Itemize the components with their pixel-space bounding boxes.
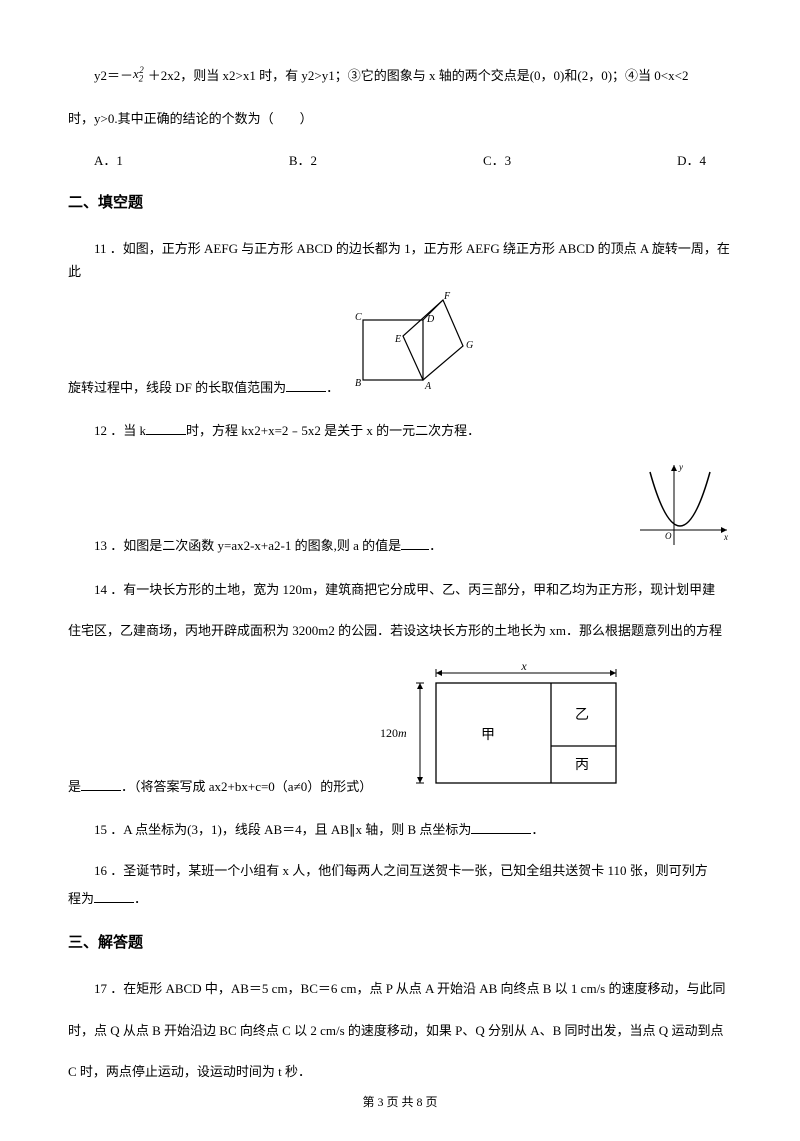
svg-text:x: x	[521, 661, 528, 673]
q17-line1: 17 ．在矩形 ABCD 中，AB＝5 cm，BC＝6 cm，点 P 从点 A …	[68, 977, 732, 1000]
q14-line3: 是．（将答案写成 ax2+bx+c=0（a≠0）的形式）	[68, 775, 372, 798]
option-a[interactable]: A．1	[94, 149, 123, 172]
label-B: B	[355, 378, 361, 389]
section-3-title: 三、解答题	[68, 930, 732, 957]
svg-text:O: O	[665, 531, 672, 541]
question-12: 12 ．当 k时，方程 kx2+x=2﹣5x2 是关于 x 的一元二次方程．	[68, 419, 732, 442]
label-C: C	[355, 312, 362, 323]
problem-continuation-2: 时，y>0.其中正确的结论的个数为（ ）	[68, 107, 732, 130]
question-16: 16 ．圣诞节时，某班一个小组有 x 人，他们每两人之间互送贺卡一张，已知全组共…	[68, 859, 732, 910]
option-c[interactable]: C．3	[483, 149, 511, 172]
option-b[interactable]: B．2	[289, 149, 317, 172]
question-15: 15 ．A 点坐标为(3，1)，线段 AB＝4，且 AB∥x 轴，则 B 点坐标…	[68, 818, 732, 841]
question-13: 13 ．如图是二次函数 y=ax2-x+a2-1 的图象,则 a 的值是． x …	[68, 460, 732, 557]
label-A: A	[424, 381, 432, 392]
q17-line3: C 时，两点停止运动，设运动时间为 t 秒．	[68, 1060, 732, 1083]
question-17: 17 ．在矩形 ABCD 中，AB＝5 cm，BC＝6 cm，点 P 从点 A …	[68, 977, 732, 1083]
q16-line2: 程为．	[68, 887, 732, 910]
q13-text: 13 ．如图是二次函数 y=ax2-x+a2-1 的图象,则 a 的值是．	[68, 534, 632, 557]
svg-text:丙: 丙	[575, 758, 589, 773]
question-11: 11 ．如图，正方形 AEFG 与正方形 ABCD 的边长都为 1，正方形 AE…	[68, 237, 732, 399]
problem-continuation: y2＝－x22＋2x2，则当 x2>x1 时，有 y2>y1；③它的图象与 x …	[68, 64, 732, 89]
q17-line2: 时，点 Q 从点 B 开始沿边 BC 向终点 C 以 2 cm/s 的速度移动，…	[68, 1019, 732, 1042]
text-fragment: 时，y>0.其中正确的结论的个数为（ ）	[68, 111, 313, 126]
label-D: D	[426, 314, 435, 325]
svg-text:甲: 甲	[481, 728, 495, 743]
svg-text:x: x	[723, 532, 728, 542]
option-d[interactable]: D．4	[677, 149, 706, 172]
q14-diagram: x 120m 甲 乙 丙	[376, 661, 631, 798]
label-E: E	[394, 334, 401, 345]
q11-text-2: 旋转过程中，线段 DF 的长取值范围为．	[68, 376, 339, 399]
svg-text:乙: 乙	[575, 707, 589, 723]
q16-line1: 16 ．圣诞节时，某班一个小组有 x 人，他们每两人之间互送贺卡一张，已知全组共…	[68, 859, 732, 882]
label-G: G	[466, 340, 473, 351]
text-fragment: y2＝－x22＋2x2，则当 x2>x1 时，有 y2>y1；③它的图象与 x …	[94, 68, 688, 83]
answer-options: A．1 B．2 C．3 D．4	[68, 149, 732, 172]
label-F: F	[443, 292, 451, 302]
q14-line1: 14 ．有一块长方形的土地，宽为 120m，建筑商把它分成甲、乙、丙三部分，甲和…	[68, 578, 732, 601]
svg-text:y: y	[678, 462, 683, 472]
q11-diagram: F C D E G B A	[343, 292, 483, 399]
q13-diagram: x y O	[632, 460, 732, 557]
section-2-title: 二、填空题	[68, 190, 732, 217]
q14-line2: 住宅区，乙建商场，丙地开辟成面积为 3200m2 的公园．若设这块长方形的土地长…	[68, 619, 732, 642]
page-footer: 第 3 页 共 8 页	[0, 1092, 800, 1114]
svg-text:120m: 120m	[380, 726, 407, 740]
question-14: 14 ．有一块长方形的土地，宽为 120m，建筑商把它分成甲、乙、丙三部分，甲和…	[68, 578, 732, 798]
q11-text-1: 11 ．如图，正方形 AEFG 与正方形 ABCD 的边长都为 1，正方形 AE…	[68, 237, 732, 284]
